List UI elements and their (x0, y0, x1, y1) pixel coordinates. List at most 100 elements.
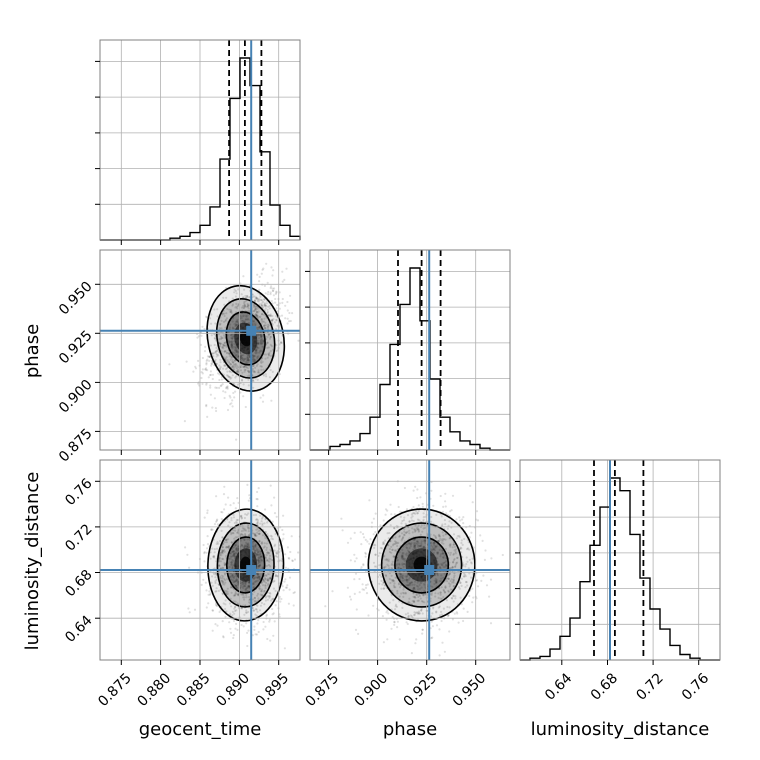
sample-point (449, 583, 452, 586)
sample-point (284, 553, 287, 556)
sample-point (263, 284, 266, 287)
sample-point (423, 545, 426, 548)
sample-point (401, 591, 405, 594)
sample-point (260, 304, 263, 307)
sample-point (232, 636, 235, 640)
sample-point (416, 612, 419, 615)
sample-point (206, 509, 209, 512)
sample-point (380, 547, 384, 550)
sample-point (231, 399, 234, 402)
sample-point (364, 586, 368, 590)
sample-point (410, 581, 413, 584)
sample-point (247, 307, 250, 310)
sample-point (213, 551, 216, 554)
sample-point (438, 533, 441, 536)
sample-point (255, 528, 258, 531)
sample-point (261, 268, 264, 271)
sample-point (280, 597, 283, 601)
sample-point (395, 605, 398, 608)
sample-point (267, 552, 270, 555)
sample-point (420, 609, 423, 612)
sample-point (208, 374, 212, 377)
sample-point (247, 530, 250, 533)
sample-point (239, 369, 243, 372)
sample-point (256, 572, 259, 575)
sample-point (247, 584, 250, 588)
sample-point (240, 293, 243, 296)
sample-point (380, 579, 383, 583)
sample-point (260, 361, 263, 365)
sample-point (236, 351, 239, 354)
sample-point (274, 554, 277, 558)
sample-point (252, 545, 255, 548)
sample-point (203, 327, 206, 331)
sample-point (252, 303, 256, 306)
sample-point (264, 324, 267, 327)
sample-point (248, 355, 251, 358)
sample-point (231, 374, 234, 377)
sample-point (267, 551, 270, 554)
sample-point (243, 516, 246, 520)
sample-point (211, 377, 214, 381)
sample-point (232, 594, 235, 597)
contour-1.5-sigma (380, 522, 463, 608)
sample-point (456, 612, 459, 615)
sample-point (440, 562, 443, 566)
sample-point (186, 553, 189, 556)
sample-point (418, 587, 422, 591)
sample-point (221, 511, 224, 514)
sample-point (405, 578, 408, 581)
sample-point (284, 566, 287, 569)
sample-point (286, 317, 289, 320)
sample-point (247, 309, 250, 313)
sample-point (290, 535, 293, 538)
sample-point (200, 371, 203, 374)
sample-point (242, 529, 245, 532)
sample-point (231, 614, 234, 617)
sample-point (340, 517, 343, 520)
sample-point (245, 543, 249, 546)
sample-point (270, 504, 273, 507)
sample-point (231, 554, 234, 558)
sample-point (254, 544, 257, 547)
sample-point (444, 538, 447, 541)
sample-point (388, 601, 391, 604)
sample-point (442, 542, 445, 545)
sample-point (244, 368, 247, 372)
sample-point (423, 601, 426, 604)
sample-point (369, 538, 372, 541)
sample-point (274, 292, 277, 295)
sample-point (229, 552, 233, 555)
sample-point (228, 326, 231, 329)
sample-point (244, 314, 247, 317)
sample-point (434, 535, 437, 538)
sample-point (231, 341, 234, 344)
x-tick-label-geocent-time: 0.890 (213, 670, 253, 710)
sample-point (411, 531, 414, 534)
sample-point (252, 322, 255, 325)
sample-point (445, 560, 448, 563)
sample-point (233, 291, 236, 294)
sample-point (223, 341, 226, 344)
sample-point (262, 339, 265, 342)
sample-point (254, 305, 257, 308)
sample-point (438, 654, 441, 657)
grid-luminosity-distance-vs-geocent-time (100, 460, 300, 660)
sample-point (232, 577, 235, 580)
sample-point (227, 524, 230, 527)
sample-point (247, 512, 250, 515)
sample-point (231, 358, 234, 361)
sample-point (362, 536, 366, 539)
sample-point (452, 552, 455, 555)
sample-point (234, 600, 237, 603)
sample-point (223, 341, 226, 345)
sample-point (257, 575, 260, 578)
sample-point (483, 558, 486, 562)
sample-point (481, 539, 484, 543)
sample-point (230, 541, 233, 544)
sample-point (230, 371, 233, 374)
sample-point (374, 544, 377, 547)
sample-point (388, 577, 391, 581)
sample-point (221, 343, 225, 346)
sample-point (406, 622, 409, 626)
